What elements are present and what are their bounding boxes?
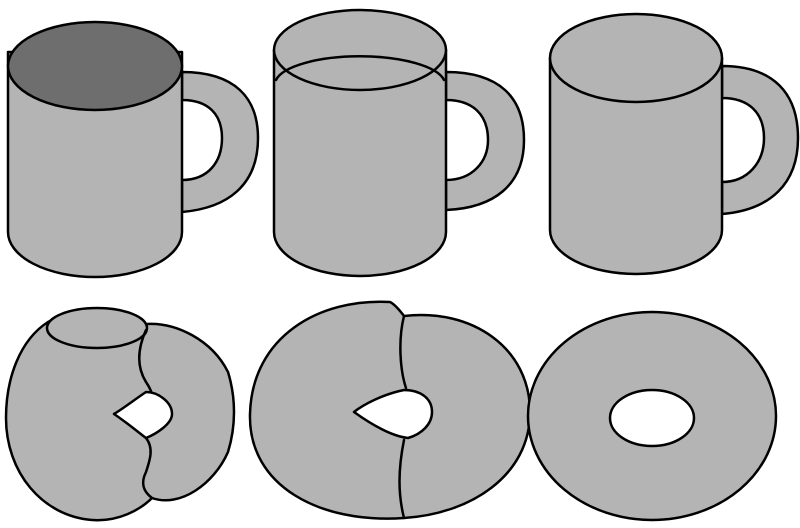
step-5-torus-forming — [248, 300, 532, 520]
mug-rim — [272, 8, 448, 92]
mug-inner-rim — [274, 55, 446, 82]
cylinder-top — [45, 306, 149, 350]
step-4-mug-flattened — [4, 306, 236, 522]
step-2-mug-shallow — [272, 8, 526, 278]
mug-top — [548, 12, 724, 104]
mug-handle — [720, 64, 800, 216]
seam-top — [399, 314, 408, 390]
step-1-mug — [6, 20, 260, 279]
mug-handle — [444, 70, 526, 212]
mug-body — [272, 48, 448, 278]
inner-hole — [352, 388, 434, 440]
step-3-mug-solid — [548, 12, 800, 276]
mug-body — [548, 56, 724, 276]
seam-bottom — [398, 438, 406, 520]
mug-interior — [6, 20, 184, 112]
seam-bottom — [141, 436, 154, 500]
mug-body — [6, 50, 184, 279]
mug-handle — [180, 70, 260, 214]
step-6-torus — [526, 310, 778, 522]
inner-hole — [112, 390, 174, 440]
torus-hole — [608, 388, 696, 448]
